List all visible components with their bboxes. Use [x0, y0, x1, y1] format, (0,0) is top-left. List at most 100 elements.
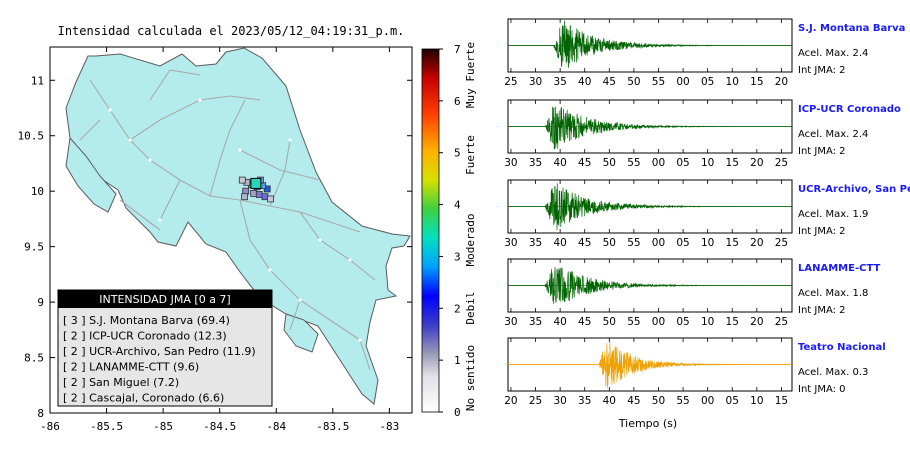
seismogram-tick-label: 30 — [529, 76, 542, 88]
map-y-tick-label: 11 — [31, 74, 44, 87]
map-x-tick-label: -85.5 — [90, 420, 123, 433]
seismogram-waveform — [508, 183, 792, 231]
legend-item: [ 3 ] S.J. Montana Barva (69.4) — [63, 314, 230, 327]
seismogram-tick-label: 25 — [775, 157, 788, 169]
seismogram-tick-label: 25 — [775, 316, 788, 328]
seismogram-tick-label: 10 — [701, 157, 714, 169]
town-markers — [108, 98, 362, 342]
seismogram-tick-label: 15 — [726, 157, 739, 169]
seismogram-tick-label: 20 — [504, 395, 517, 407]
seismogram-tick-label: 40 — [553, 316, 566, 328]
station-marker — [255, 191, 263, 198]
seismogram-tick-label: 50 — [603, 316, 616, 328]
colorbar-label: Muy Fuerte — [464, 42, 477, 108]
seismogram-tick-label: 25 — [775, 237, 788, 249]
seismogram-tick-label: 50 — [603, 157, 616, 169]
colorbar-label: Debil — [464, 291, 477, 324]
map-y-tick-label: 10 — [31, 185, 44, 198]
seismogram-waveform — [508, 20, 792, 68]
legend-item: [ 2 ] UCR-Archivo, San Pedro (11.9) — [63, 345, 256, 358]
legend-header — [58, 290, 272, 308]
seismogram-panel: 25 30 35 40 45 50 55 00 05 10 15 20 S.J. Montana Bar… — [504, 18, 905, 88]
seismogram-tick-label: 00 — [652, 237, 665, 249]
seismogram-tick-label: 15 — [750, 76, 763, 88]
seismogram-tick-label: 40 — [553, 157, 566, 169]
time-axis-label: Tiempo (s) — [618, 417, 677, 430]
seismogram-tick-label: 05 — [676, 316, 689, 328]
seismogram-waveform — [508, 266, 792, 304]
station-marker — [267, 195, 274, 203]
seismogram-tick-label: 05 — [726, 395, 739, 407]
map-x-tick-label: -83 — [379, 420, 399, 433]
station-jma-intensity: Int JMA: 2 — [798, 146, 846, 157]
seismogram-tick-label: 55 — [652, 76, 665, 88]
colorbar-tick-label: 3 — [454, 250, 461, 263]
map-x-tick-label: -84 — [266, 420, 286, 433]
map-area — [65, 47, 411, 405]
seismogram-tick-label: 55 — [676, 395, 689, 407]
seismogram-tick-label: 10 — [701, 237, 714, 249]
seismogram-tick-label: 30 — [553, 395, 566, 407]
colorbar-tick-label: 5 — [454, 147, 461, 160]
intensity-colorbar — [421, 48, 440, 413]
seismogram-panel: 30 35 40 45 50 55 00 05 10 15 20 25 ICP-UCR Coronado… — [504, 99, 901, 169]
seismogram-tick-label: 35 — [553, 76, 566, 88]
colorbar-tick-label: 1 — [454, 354, 461, 367]
seismogram-tick-label: 40 — [603, 395, 616, 407]
seismogram-tick-label: 30 — [504, 157, 517, 169]
seismogram-waveform — [508, 106, 792, 150]
colorbar-tick-label: 6 — [454, 95, 461, 108]
seismogram-tick-label: 55 — [627, 157, 640, 169]
legend-item: [ 2 ] ICP-UCR Coronado (12.3) — [63, 330, 227, 343]
seismogram-tick-label: 35 — [529, 237, 542, 249]
station-max-accel: Acel. Max. 2.4 — [798, 129, 868, 140]
map-axis-ticks: -86 -85.5 -85 -84.5 -84 -83.5 -83 11 10.5 10 9.5 9 8… — [18, 47, 412, 433]
seismogram-tick-label: 05 — [701, 76, 714, 88]
colorbar-tick-label: 7 — [454, 43, 461, 56]
station-jma-intensity: Int JMA: 0 — [798, 384, 846, 395]
seismogram-panels: 25 30 35 40 45 50 55 00 05 10 15 20 S.J. Montana Bar… — [504, 18, 910, 407]
map-y-tick-label: 8 — [37, 407, 44, 420]
station-max-accel: Acel. Max. 2.4 — [798, 48, 868, 59]
station-markers — [238, 176, 274, 203]
seismogram-tick-label: 30 — [504, 237, 517, 249]
seismogram-tick-label: 15 — [775, 395, 788, 407]
seismogram-tick-label: 45 — [578, 157, 591, 169]
seismogram-tick-label: 20 — [775, 76, 788, 88]
seismogram-tick-label: 55 — [627, 237, 640, 249]
seismogram-tick-label: 15 — [726, 316, 739, 328]
station-max-accel: Acel. Max. 0.3 — [798, 367, 868, 378]
colorbar-label: Fuerte — [464, 135, 477, 175]
station-marker — [250, 189, 258, 197]
map-y-tick-label: 9.5 — [24, 241, 44, 254]
station-name: UCR-Archivo, San Pedro — [798, 184, 910, 195]
seismogram-tick-label: 40 — [553, 237, 566, 249]
seismogram-panel: 20 25 30 35 40 45 50 55 00 05 10 15 Teatro Nacional A… — [504, 337, 886, 407]
colorbar-tick-label: 4 — [454, 199, 461, 212]
station-marker — [241, 193, 248, 201]
station-name: Teatro Nacional — [798, 342, 886, 353]
station-max-accel: Acel. Max. 1.9 — [798, 209, 868, 220]
seismogram-waveform — [508, 342, 792, 389]
seismogram-tick-label: 20 — [750, 237, 763, 249]
seismogram-tick-label: 55 — [627, 316, 640, 328]
station-name: ICP-UCR Coronado — [798, 104, 901, 115]
seismogram-tick-label: 20 — [750, 157, 763, 169]
station-name: LANAMME-CTT — [798, 263, 880, 274]
seismogram-tick-label: 50 — [603, 237, 616, 249]
station-jma-intensity: Int JMA: 2 — [798, 305, 846, 316]
station-jma-intensity: Int JMA: 2 — [798, 226, 846, 237]
seismogram-tick-label: 45 — [603, 76, 616, 88]
station-max-accel: Acel. Max. 1.8 — [798, 288, 868, 299]
map-x-tick-label: -84.5 — [203, 420, 236, 433]
map-x-tick-label: -85 — [153, 420, 173, 433]
seismogram-tick-label: 00 — [676, 76, 689, 88]
map-x-tick-label: -83.5 — [316, 420, 349, 433]
seismogram-tick-label: 05 — [676, 157, 689, 169]
nicoya-peninsula — [65, 136, 117, 213]
epicenter-marker — [250, 177, 262, 189]
station-jma-intensity: Int JMA: 2 — [798, 65, 846, 76]
seismogram-tick-label: 15 — [726, 237, 739, 249]
seismogram-panel: 30 35 40 45 50 55 00 05 10 15 20 25 UCR-Archivo, San… — [504, 179, 910, 249]
